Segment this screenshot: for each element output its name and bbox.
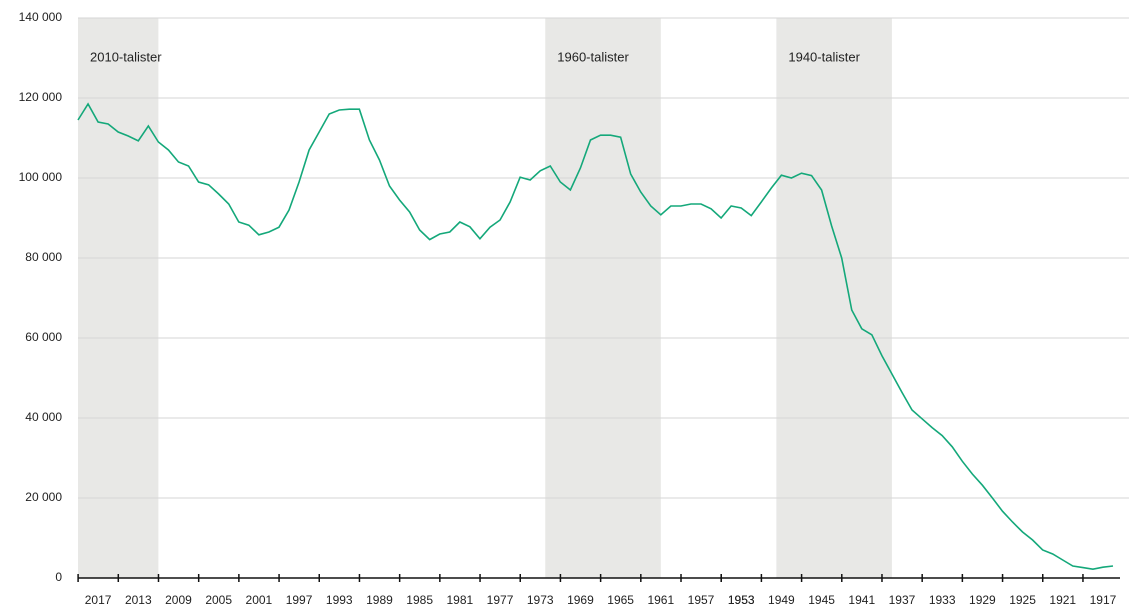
- decade-band: [545, 18, 661, 578]
- x-tick-label: 1993: [326, 593, 353, 607]
- data-line: [77, 102, 1114, 571]
- x-tick-label: 1925: [1009, 593, 1036, 607]
- x-tick-label: 1949: [768, 593, 795, 607]
- band-label: 1960-talister: [557, 49, 629, 64]
- y-tick-label: 100 000: [19, 170, 63, 184]
- x-tick-label: 1985: [406, 593, 433, 607]
- x-tick-label: 1941: [848, 593, 875, 607]
- x-tick-label: 1973: [527, 593, 554, 607]
- y-tick-label: 140 000: [19, 10, 63, 24]
- x-tick-label: 1961: [647, 593, 674, 607]
- y-tick-label: 120 000: [19, 90, 63, 104]
- decade-band: [776, 18, 892, 578]
- x-tick-label: 1917: [1090, 593, 1117, 607]
- x-tick-label: 1977: [487, 593, 514, 607]
- y-tick-label: 40 000: [25, 410, 62, 424]
- x-tick-label: 1997: [286, 593, 313, 607]
- x-tick-label: 1933: [929, 593, 956, 607]
- band-label: 2010-talister: [90, 49, 162, 64]
- x-tick-label: 1953: [728, 593, 755, 607]
- y-tick-label: 80 000: [25, 250, 62, 264]
- x-tick-label: 2009: [165, 593, 192, 607]
- x-tick-label: 2005: [205, 593, 232, 607]
- x-tick-label: 1981: [446, 593, 473, 607]
- x-tick-label: 1957: [688, 593, 715, 607]
- y-tick-label: 0: [55, 570, 62, 584]
- x-tick-label: 1921: [1049, 593, 1076, 607]
- decade-band: [78, 18, 159, 578]
- y-tick-label: 60 000: [25, 330, 62, 344]
- x-tick-label: 2013: [125, 593, 152, 607]
- x-tick-label: 2017: [85, 593, 112, 607]
- x-tick-label: 1969: [567, 593, 594, 607]
- x-tick-label: 1937: [889, 593, 916, 607]
- x-tick-label: 1945: [808, 593, 835, 607]
- x-tick-label: 1989: [366, 593, 393, 607]
- x-tick-label: 2001: [246, 593, 273, 607]
- x-tick-label: 1965: [607, 593, 634, 607]
- x-tick-label: 1953: [728, 593, 755, 607]
- x-tick-label: 1929: [969, 593, 996, 607]
- band-label: 1940-talister: [788, 49, 860, 64]
- y-tick-label: 20 000: [25, 490, 62, 504]
